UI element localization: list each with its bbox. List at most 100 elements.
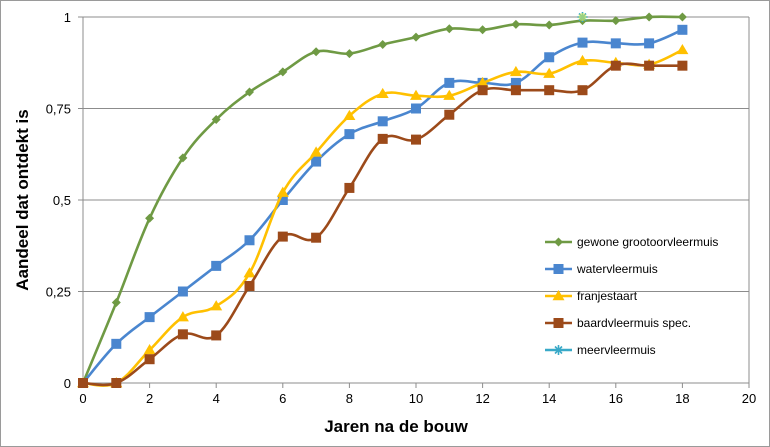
- data-point: [211, 330, 222, 341]
- data-point: [245, 87, 254, 97]
- x-tick-label: 0: [79, 391, 86, 406]
- data-point: [644, 60, 655, 71]
- legend-item: baardvleermuis spec.: [545, 316, 691, 330]
- data-point: [377, 133, 388, 144]
- data-point: [343, 109, 356, 121]
- data-point: [210, 300, 223, 311]
- legend-marker: [552, 290, 565, 301]
- x-tick-label: 16: [609, 391, 623, 406]
- data-point: [178, 153, 188, 163]
- legend-item: meervleermuis: [545, 343, 656, 357]
- x-tick-label: 12: [475, 391, 489, 406]
- data-point: [644, 12, 654, 22]
- legend-label: watervleermuis: [576, 262, 658, 276]
- data-point: [277, 195, 288, 205]
- data-point: [145, 213, 155, 223]
- y-tick-label: 0,5: [53, 193, 71, 208]
- data-point: [576, 54, 589, 66]
- data-point: [577, 85, 588, 96]
- x-tick-label: 4: [213, 391, 220, 406]
- data-point: [310, 146, 323, 157]
- series-line: [82, 62, 683, 387]
- data-point: [311, 232, 322, 243]
- data-point: [378, 39, 388, 49]
- x-tick-label: 6: [279, 391, 286, 406]
- data-point: [443, 89, 456, 100]
- y-tick-label: 0: [64, 376, 71, 391]
- legend-label: meervleermuis: [577, 343, 656, 357]
- data-point: [677, 24, 688, 35]
- y-tick-label: 0,75: [46, 102, 71, 117]
- axes: [78, 16, 750, 388]
- data-point: [278, 67, 288, 77]
- data-point: [477, 85, 488, 96]
- data-point: [410, 89, 422, 100]
- data-point: [311, 47, 321, 57]
- data-point: [176, 311, 189, 322]
- data-point: [111, 378, 122, 388]
- data-point: [211, 260, 222, 271]
- data-point: [344, 49, 354, 59]
- x-tick-label: 18: [675, 391, 689, 406]
- data-point: [376, 87, 389, 99]
- data-point: [509, 65, 522, 77]
- data-point: [411, 103, 421, 114]
- data-point: [544, 20, 554, 30]
- data-point: [610, 60, 621, 71]
- data-point: [243, 267, 256, 278]
- data-point: [311, 156, 322, 167]
- y-axis-title: Aandeel dat ontdekt is: [13, 109, 32, 290]
- series-3: [78, 60, 688, 388]
- legend-marker: [553, 345, 564, 355]
- data-point: [543, 67, 556, 78]
- x-tick-label: 14: [542, 391, 556, 406]
- data-point: [244, 281, 255, 292]
- series-lines: [77, 12, 689, 388]
- legend-marker: [553, 318, 564, 328]
- data-point: [444, 77, 455, 88]
- data-point: [610, 38, 621, 49]
- x-axis-title: Jaren na de bouw: [324, 417, 468, 436]
- legend: gewone grootoorvleermuis watervleermuis fr…: [545, 235, 718, 357]
- asterisk-stroke: [554, 345, 563, 355]
- data-point: [144, 312, 155, 323]
- data-point: [177, 329, 188, 340]
- data-point: [211, 114, 221, 124]
- data-point: [177, 286, 188, 297]
- data-point: [544, 85, 555, 96]
- data-point: [111, 338, 122, 349]
- legend-item: watervleermuis: [545, 262, 658, 276]
- x-tick-label: 20: [742, 391, 756, 406]
- data-point: [611, 16, 621, 26]
- x-tick-label: 10: [409, 391, 423, 406]
- data-point: [476, 76, 489, 88]
- data-point: [510, 77, 521, 88]
- series-line: [82, 48, 683, 387]
- data-point: [377, 116, 388, 127]
- legend-marker: [553, 264, 564, 274]
- data-point: [511, 19, 521, 29]
- data-point: [111, 297, 121, 307]
- legend-label: franjestaart: [577, 289, 638, 303]
- legend-item: gewone grootoorvleermuis: [545, 235, 718, 249]
- data-point: [78, 378, 88, 388]
- series-2: [77, 43, 689, 388]
- data-point: [344, 182, 355, 193]
- data-point: [276, 186, 289, 197]
- point-highlight: [578, 13, 587, 21]
- gridlines: [83, 16, 750, 383]
- data-point: [411, 134, 421, 145]
- legend-label: baardvleermuis spec.: [577, 316, 691, 330]
- data-point: [444, 109, 455, 120]
- x-tick-label: 2: [146, 391, 153, 406]
- data-point: [144, 354, 155, 365]
- data-point: [544, 52, 555, 63]
- x-tick-label: 8: [346, 391, 353, 406]
- data-point: [244, 235, 255, 246]
- data-point: [510, 85, 521, 96]
- y-tick-label: 1: [64, 10, 71, 25]
- data-point: [478, 25, 488, 35]
- data-point: [277, 231, 288, 242]
